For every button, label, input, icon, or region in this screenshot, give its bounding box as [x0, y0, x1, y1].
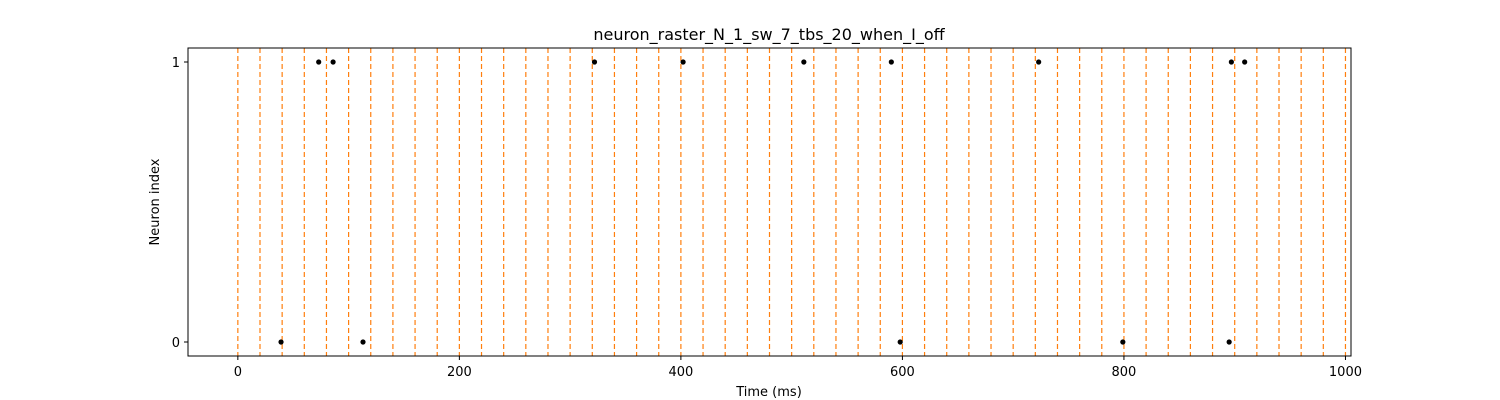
spike-marker [1228, 59, 1234, 65]
spike-marker [591, 59, 598, 65]
spike-marker [360, 339, 366, 345]
x-tick-label: 200 [447, 365, 472, 380]
spike-marker [278, 339, 284, 345]
y-tick-label: 0 [172, 336, 180, 351]
spike-marker [1226, 339, 1232, 345]
chart-title: neuron_raster_N_1_sw_7_tbs_20_when_I_off [593, 25, 945, 45]
spike-marker [1120, 339, 1126, 345]
spike-markers [278, 59, 1248, 345]
spike-marker [801, 59, 807, 65]
plot-frame [187, 47, 1352, 357]
y-axis-ticks: 01 [172, 56, 188, 351]
spike-marker [680, 59, 686, 65]
spike-marker [1242, 59, 1248, 65]
x-tick-label: 400 [668, 365, 693, 380]
spike-marker [316, 59, 322, 65]
y-tick-label: 1 [172, 56, 180, 71]
x-tick-label: 800 [1112, 365, 1137, 380]
x-tick-label: 600 [890, 365, 915, 380]
spike-marker [888, 59, 894, 65]
x-axis-label: Time (ms) [735, 385, 802, 400]
period-lines [237, 48, 1347, 356]
x-axis-ticks: 0 200 400 600 800 1000 [234, 356, 1362, 380]
x-tick-label: 0 [234, 365, 242, 380]
spike-marker [1036, 59, 1042, 65]
y-axis-label: Neuron index [148, 158, 163, 245]
spike-marker [330, 59, 336, 65]
spike-marker [897, 339, 903, 345]
x-tick-label: 1000 [1329, 365, 1362, 380]
